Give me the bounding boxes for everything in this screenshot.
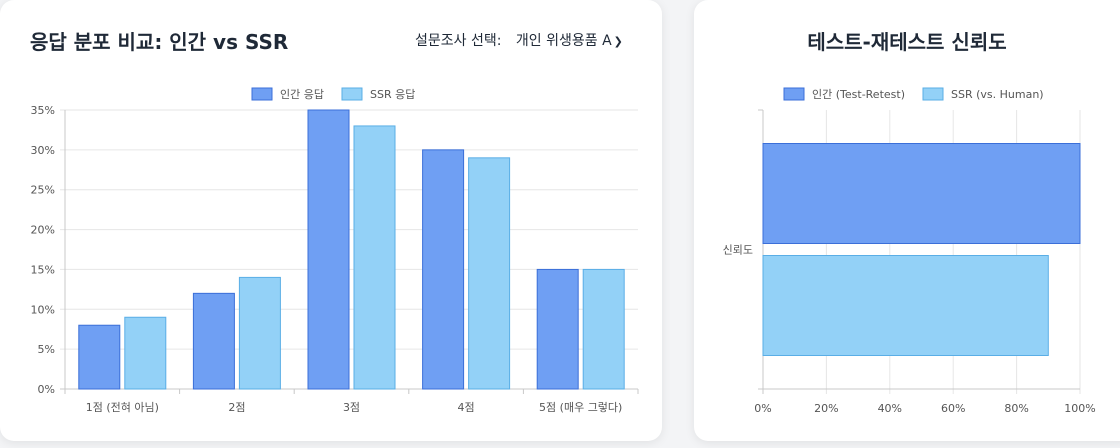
legend-label: 인간 (Test-Retest) — [812, 88, 905, 101]
y-tick-label: 5% — [38, 343, 55, 356]
reliability-chart-title: 테스트-재테스트 신뢰도 — [807, 30, 1007, 54]
legend-label: 인간 응답 — [280, 88, 324, 101]
x-tick-label: 2점 — [228, 401, 245, 414]
legend-swatch — [341, 87, 363, 101]
survey-select-value: 개인 위생용품 A — [515, 33, 612, 49]
y-tick-label: 10% — [31, 303, 55, 316]
survey-selector-label: 설문조사 선택: — [415, 33, 502, 49]
x-tick-label: 20% — [814, 402, 838, 415]
bar-human — [78, 324, 121, 390]
survey-select-dropdown[interactable]: 개인 위생용품 A ❯ — [516, 30, 623, 50]
bar-human — [422, 149, 465, 390]
legend-swatch — [251, 87, 273, 101]
legend-swatch — [783, 87, 805, 101]
x-tick-label: 1점 (전혀 아님) — [86, 401, 159, 414]
bar-ssr — [238, 276, 281, 390]
reliability-bar-chart: 0% 20% 40% 60% 80% 100% 신뢰도 인간 (Test-Retest) SSR… — [723, 87, 1096, 415]
legend-swatch — [922, 87, 944, 101]
survey-selector: 설문조사 선택: 개인 위생용품 A ❯ — [415, 30, 623, 50]
legend-label: SSR (vs. Human) — [951, 88, 1044, 101]
x-tick-label: 80% — [1004, 402, 1028, 415]
y-tick-label: 25% — [31, 184, 55, 197]
x-tick-label: 4점 — [458, 401, 475, 414]
bar-human — [192, 292, 235, 390]
x-tick-label: 3점 — [343, 401, 360, 414]
bar-ssr — [582, 268, 625, 390]
y-category-label: 신뢰도 — [723, 244, 753, 257]
y-tick-label: 30% — [31, 144, 55, 157]
y-tick-label: 15% — [31, 263, 55, 276]
bar-human-retest — [762, 143, 1081, 244]
response-distribution-card: 응답 분포 비교: 인간 vs SSR 설문조사 선택: 개인 위생용품 A ❯ … — [0, 0, 662, 441]
distribution-chart-title: 응답 분포 비교: 인간 vs SSR — [30, 30, 289, 54]
bar-ssr — [468, 157, 511, 390]
distribution-bar-chart: 0% 5% 10% 15% 20% 25% 30% 35% 1점 (전혀 아님) 2점 3점 4점 5점… — [31, 87, 639, 414]
y-tick-label: 35% — [31, 104, 55, 117]
bar-ssr-vs-human — [762, 255, 1049, 356]
chevron-down-icon: ❯ — [613, 35, 623, 48]
reliability-card: 테스트-재테스트 신뢰도 0% 20% 40% 60% 80% 100% 신뢰도 인간 (Te… — [694, 0, 1120, 441]
x-tick-label: 5점 (매우 그렇다) — [539, 401, 622, 414]
x-tick-label: 40% — [878, 402, 902, 415]
legend-label: SSR 응답 — [370, 88, 415, 101]
bar-ssr — [353, 125, 396, 390]
x-tick-label: 0% — [754, 402, 771, 415]
y-tick-label: 0% — [38, 383, 55, 396]
bar-human — [307, 109, 350, 390]
x-tick-label: 100% — [1064, 402, 1095, 415]
bar-human — [536, 268, 579, 390]
bar-ssr — [124, 316, 167, 390]
y-tick-label: 20% — [31, 224, 55, 237]
x-tick-label: 60% — [941, 402, 965, 415]
